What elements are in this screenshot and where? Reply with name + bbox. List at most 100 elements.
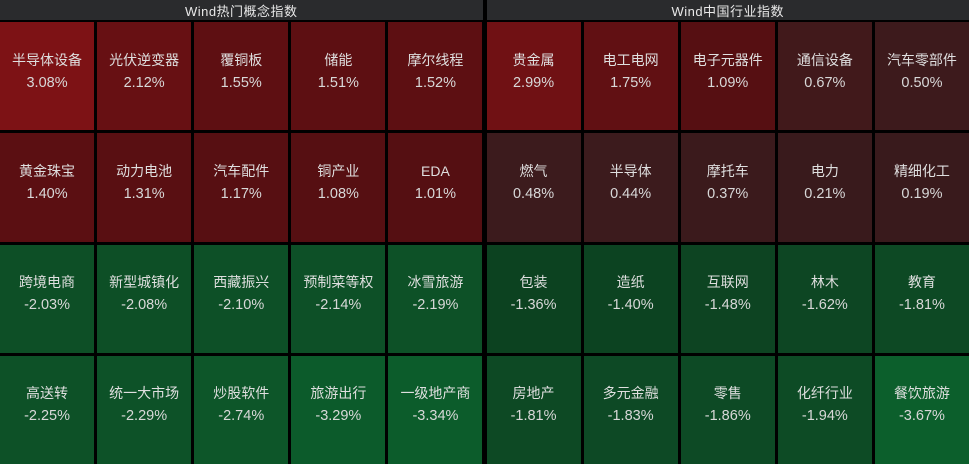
cell-value: -3.67% — [898, 408, 945, 425]
cell-value: 3.08% — [26, 74, 68, 91]
cell-name: EDA — [421, 162, 450, 179]
cell-name: 统一大市场 — [109, 385, 180, 402]
cell-name: 汽车零部件 — [886, 51, 957, 68]
panel-title-industry: Wind中国行业指数 — [486, 0, 969, 20]
cell-name: 餐饮旅游 — [893, 385, 950, 402]
heatmap-cell[interactable]: 互联网 -1.48% — [680, 244, 775, 353]
heatmap-cell[interactable]: 跨境电商 -2.03% — [0, 244, 95, 353]
heatmap-cell[interactable]: 餐饮旅游 -3.67% — [874, 355, 969, 464]
heatmap-grid-concept: 半导体设备 3.08% 光伏逆变器 2.12% 覆铜板 1.55% 储能 1.51% 摩… — [0, 22, 483, 464]
cell-value: 1.75% — [610, 74, 652, 91]
heatmap-cell[interactable]: 预制菜等权 -2.14% — [291, 244, 386, 353]
heatmap-cell[interactable]: 半导体 0.44% — [583, 133, 678, 242]
cell-name: 互联网 — [706, 274, 749, 291]
cell-name: 预制菜等权 — [303, 274, 374, 291]
cell-name: 林木 — [810, 274, 839, 291]
panel-concept-indexes: Wind热门概念指数 半导体设备 3.08% 光伏逆变器 2.12% 覆铜板 1.55… — [0, 0, 483, 464]
heatmap-cell[interactable]: 西藏振兴 -2.10% — [194, 244, 289, 353]
cell-name: 多元金融 — [602, 385, 659, 402]
cell-value: 1.52% — [414, 74, 456, 91]
heatmap-cell[interactable]: 零售 -1.86% — [680, 355, 775, 464]
heatmap-cell[interactable]: 统一大市场 -2.29% — [97, 355, 192, 464]
cell-value: 0.21% — [804, 185, 846, 202]
cell-name: 包装 — [519, 274, 548, 291]
cell-value: 1.51% — [317, 74, 359, 91]
cell-value: -2.10% — [218, 297, 265, 314]
heatmap-cell[interactable]: 覆铜板 1.55% — [194, 22, 289, 131]
cell-value: -1.83% — [607, 408, 654, 425]
cell-value: -2.74% — [218, 408, 265, 425]
cell-value: -1.62% — [801, 297, 848, 314]
cell-name: 零售 — [713, 385, 742, 402]
heatmap-cell[interactable]: 储能 1.51% — [291, 22, 386, 131]
cell-name: 电工电网 — [602, 51, 659, 68]
heatmap-cell[interactable]: 电工电网 1.75% — [583, 22, 678, 131]
cell-name: 摩托车 — [706, 162, 749, 179]
cell-name: 燃气 — [519, 162, 548, 179]
cell-value: 2.99% — [512, 74, 555, 91]
heatmap-cell[interactable]: 通信设备 0.67% — [777, 22, 872, 131]
cell-value: 1.17% — [220, 185, 262, 202]
heatmap-cell[interactable]: 半导体设备 3.08% — [0, 22, 95, 131]
cell-value: -1.48% — [704, 297, 751, 314]
cell-value: -1.94% — [801, 408, 848, 425]
cell-value: -3.34% — [412, 408, 459, 425]
heatmap-cell[interactable]: 汽车配件 1.17% — [194, 133, 289, 242]
heatmap-cell[interactable]: 黄金珠宝 1.40% — [0, 133, 95, 242]
heatmap-cell[interactable]: 多元金融 -1.83% — [583, 355, 678, 464]
heatmap-cell[interactable]: 化纤行业 -1.94% — [777, 355, 872, 464]
heatmap-cell[interactable]: EDA 1.01% — [388, 133, 483, 242]
cell-name: 炒股软件 — [213, 385, 270, 402]
panel-title-concept: Wind热门概念指数 — [0, 0, 483, 20]
heatmap-cell[interactable]: 包装 -1.36% — [486, 244, 581, 353]
cell-value: 1.55% — [220, 74, 262, 91]
heatmap-cell[interactable]: 电力 0.21% — [777, 133, 872, 242]
heatmap-cell[interactable]: 动力电池 1.31% — [97, 133, 192, 242]
heatmap-cell[interactable]: 汽车零部件 0.50% — [874, 22, 969, 131]
cell-name: 跨境电商 — [19, 274, 76, 291]
heatmap-grid-industry: 贵金属 2.99% 电工电网 1.75% 电子元器件 1.09% 通信设备 0.67% … — [486, 22, 969, 464]
heatmap-cell[interactable]: 房地产 -1.81% — [486, 355, 581, 464]
cell-value: 0.67% — [804, 74, 846, 91]
cell-name: 电力 — [810, 162, 839, 179]
cell-value: -2.19% — [412, 297, 459, 314]
cell-name: 贵金属 — [512, 51, 555, 68]
heatmap-cell[interactable]: 贵金属 2.99% — [486, 22, 581, 131]
cell-name: 化纤行业 — [796, 385, 853, 402]
cell-name: 铜产业 — [317, 162, 360, 179]
cell-name: 新型城镇化 — [109, 274, 180, 291]
cell-value: -1.86% — [704, 408, 751, 425]
heatmap-cell[interactable]: 教育 -1.81% — [874, 244, 969, 353]
cell-value: 1.40% — [26, 185, 68, 202]
heatmap-cell[interactable]: 精细化工 0.19% — [874, 133, 969, 242]
heatmap-cell[interactable]: 摩托车 0.37% — [680, 133, 775, 242]
cell-name: 半导体设备 — [12, 51, 83, 68]
heatmap-cell[interactable]: 燃气 0.48% — [486, 133, 581, 242]
heatmap-cell[interactable]: 电子元器件 1.09% — [680, 22, 775, 131]
cell-name: 光伏逆变器 — [109, 51, 180, 68]
cell-value: -1.36% — [510, 297, 557, 314]
heatmap-cell[interactable]: 造纸 -1.40% — [583, 244, 678, 353]
heatmap-cell[interactable]: 新型城镇化 -2.08% — [97, 244, 192, 353]
heatmap-cell[interactable]: 炒股软件 -2.74% — [194, 355, 289, 464]
cell-value: -2.29% — [121, 408, 168, 425]
heatmap-cell[interactable]: 铜产业 1.08% — [291, 133, 386, 242]
cell-value: 1.31% — [123, 185, 165, 202]
heatmap-cell[interactable]: 林木 -1.62% — [777, 244, 872, 353]
heatmap-cell[interactable]: 旅游出行 -3.29% — [291, 355, 386, 464]
cell-name: 精细化工 — [893, 162, 950, 179]
cell-value: 0.19% — [901, 185, 943, 202]
cell-name: 旅游出行 — [310, 385, 367, 402]
heatmap-cell[interactable]: 冰雪旅游 -2.19% — [388, 244, 483, 353]
cell-value: 0.48% — [512, 185, 555, 202]
heatmap-cell[interactable]: 高送转 -2.25% — [0, 355, 95, 464]
cell-value: -1.81% — [898, 297, 945, 314]
heatmap-cell[interactable]: 光伏逆变器 2.12% — [97, 22, 192, 131]
panel-industry-indexes: Wind中国行业指数 贵金属 2.99% 电工电网 1.75% 电子元器件 1.09%… — [486, 0, 969, 464]
cell-value: -2.14% — [315, 297, 362, 314]
heatmap-cell[interactable]: 一级地产商 -3.34% — [388, 355, 483, 464]
cell-value: 1.08% — [317, 185, 359, 202]
cell-value: -2.03% — [24, 297, 71, 314]
heatmap-cell[interactable]: 摩尔线程 1.52% — [388, 22, 483, 131]
